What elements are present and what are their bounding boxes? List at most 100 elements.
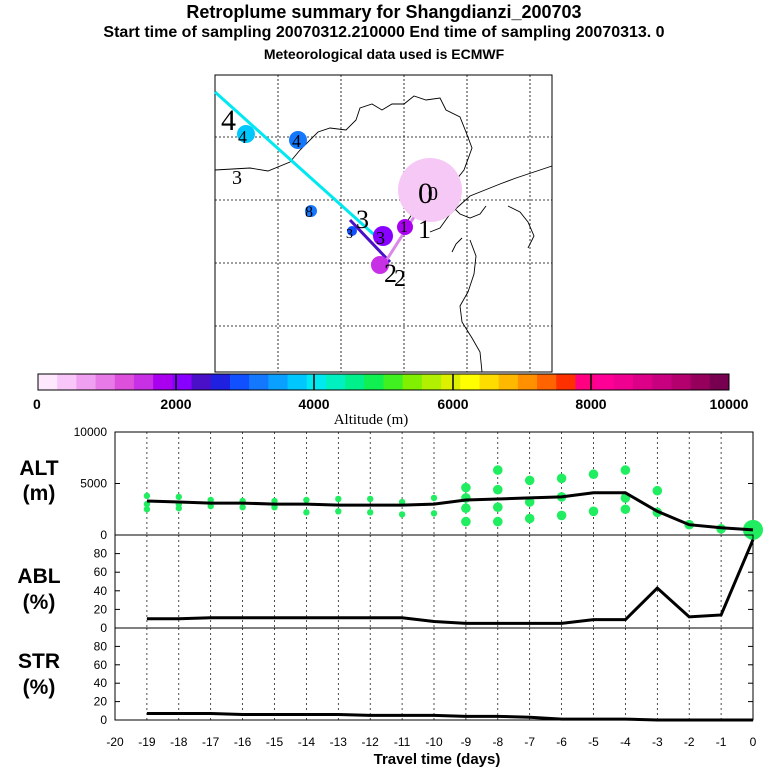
y-tick-label: 0 xyxy=(100,621,107,635)
abl-fraction-line xyxy=(146,539,755,625)
x-tick-label: -5 xyxy=(588,735,599,749)
x-tick-labels: -20 -19 -18 -17 -16 -15 -14 -13 -12 -11 -10 -9 -8 -7-… xyxy=(106,735,756,749)
colorbar-cell xyxy=(652,374,672,390)
y-tick-label: 0 xyxy=(100,528,107,542)
str-panel: 0 20 40 60 80 STR (%) xyxy=(18,627,754,727)
alt-scatter-point xyxy=(493,484,503,495)
day-label-3: 3 xyxy=(356,205,369,234)
alt-scatter-point xyxy=(620,465,631,475)
str-y-tick-labels: 0 20 40 60 80 xyxy=(94,639,753,727)
alt-scatter-point xyxy=(588,506,599,517)
colorbar-cell xyxy=(575,374,596,390)
colorbar-cell xyxy=(594,374,615,390)
y-tick-label: 20 xyxy=(94,602,108,616)
x-tick-label: -19 xyxy=(138,735,156,749)
y-tick-label: 20 xyxy=(94,695,108,709)
alt-y-tick-labels: 0 5000 10000 xyxy=(74,425,753,542)
alt-scatter-point xyxy=(239,503,246,511)
plume-cluster-day2 xyxy=(371,256,389,274)
y-tick-label: 80 xyxy=(94,547,108,561)
colorbar-cell xyxy=(441,374,461,390)
colorbar-cell xyxy=(402,374,423,390)
y-tick-label: 40 xyxy=(94,584,108,598)
str-ylabel-name: STR xyxy=(18,650,60,673)
day-label-2b: 2 xyxy=(394,266,406,292)
x-tick-label: -16 xyxy=(234,735,252,749)
day-label-0b: 0 xyxy=(428,183,438,205)
alt-panel: 0 5000 10000 ALT (m) xyxy=(19,425,763,542)
colorbar-cell xyxy=(76,374,97,390)
colorbar-cell xyxy=(95,374,116,390)
alt-scatter-point xyxy=(430,494,438,502)
alt-scatter-point xyxy=(367,509,374,516)
day-label-0: 0 xyxy=(418,177,433,210)
plume-cluster-day3b xyxy=(347,226,357,236)
abl-panel-grid xyxy=(114,535,754,628)
alt-scatter-point xyxy=(335,508,342,515)
alt-scatter-point xyxy=(524,497,535,507)
y-tick-label: 60 xyxy=(94,565,108,579)
colorbar-cell xyxy=(613,374,634,390)
colorbar-cell xyxy=(460,374,480,390)
colorbar-tick-8000: 8000 xyxy=(575,396,606,412)
trajectory-path-far xyxy=(213,90,382,242)
alt-scatter-point xyxy=(556,510,567,521)
alt-panel-grid xyxy=(114,432,754,535)
colorbar-cell xyxy=(479,374,500,390)
x-tick-label: -4 xyxy=(620,735,631,749)
colorbar-cell xyxy=(671,374,692,390)
colorbar-cell xyxy=(268,374,289,390)
plume-cluster-day8 xyxy=(305,205,317,217)
abl-y-tick-labels: 0 20 40 60 80 xyxy=(94,547,753,635)
met-data-note: Meteorological data used is ECMWF xyxy=(263,46,505,62)
colorbar-frame xyxy=(37,373,730,391)
x-tick-label: 0 xyxy=(750,735,757,749)
colorbar-cell xyxy=(210,374,231,390)
colorbar-cell xyxy=(556,374,576,390)
colorbar-tick-4000: 4000 xyxy=(298,396,329,412)
alt-scatter-point xyxy=(461,516,471,527)
x-tick-label: -14 xyxy=(298,735,316,749)
day-label-1: 1 xyxy=(418,215,431,244)
abl-ylabel-name: ABL xyxy=(17,565,60,588)
day-label-3c: 3 xyxy=(346,227,353,242)
day-label-2: 2 xyxy=(384,259,397,288)
colorbar-cell xyxy=(421,374,442,390)
alt-scatter-point xyxy=(652,485,663,496)
chart-title: Retroplume summary for Shangdianzi_20070… xyxy=(186,2,582,22)
alt-scatter-point xyxy=(524,513,535,524)
colorbar-cells xyxy=(38,374,730,390)
x-tick-label: -8 xyxy=(492,735,503,749)
abl-panel: 0 20 40 60 80 ABL (%) xyxy=(17,534,755,635)
y-tick-label: 0 xyxy=(100,713,107,727)
trajectory-map: 0 0 1 1 2 2 3 3 3 3 4 4 4 8 xyxy=(213,74,553,373)
colorbar-cell xyxy=(38,374,58,390)
colorbar-cell xyxy=(498,374,519,390)
colorbar-tick-0: 0 xyxy=(33,396,41,412)
alt-scatter-point xyxy=(143,492,151,500)
x-tick-label: -18 xyxy=(170,735,188,749)
colorbar-cell xyxy=(153,374,173,390)
day-label-3d: 3 xyxy=(232,167,242,189)
alt-scatter-point xyxy=(493,465,503,475)
sampling-times: Start time of sampling 20070312.210000 E… xyxy=(103,24,665,41)
colorbar-cell xyxy=(172,374,193,390)
colorbar-cell xyxy=(133,374,154,390)
alt-median-line xyxy=(146,491,754,532)
colorbar-cell xyxy=(191,374,212,390)
alt-scatter-point xyxy=(398,511,406,518)
alt-scatter-point xyxy=(143,506,151,513)
abl-ylabel-unit: (%) xyxy=(23,591,56,614)
altitude-colorbar: 0 2000 4000 6000 8000 10000 Altitude (m) xyxy=(33,373,749,428)
colorbar-cell xyxy=(345,374,365,390)
x-tick-label: -9 xyxy=(461,735,472,749)
trajectory-path-mid xyxy=(348,218,392,264)
colorbar-cell xyxy=(229,374,250,390)
day-label-3b: 3 xyxy=(376,228,385,248)
colorbar-cell xyxy=(690,374,711,390)
colorbar-cell xyxy=(57,374,77,390)
day-label-4: 4 xyxy=(221,104,236,137)
colorbar-cell xyxy=(325,374,346,390)
str-ylabel-unit: (%) xyxy=(23,676,56,699)
alt-scatter-point xyxy=(524,475,535,486)
